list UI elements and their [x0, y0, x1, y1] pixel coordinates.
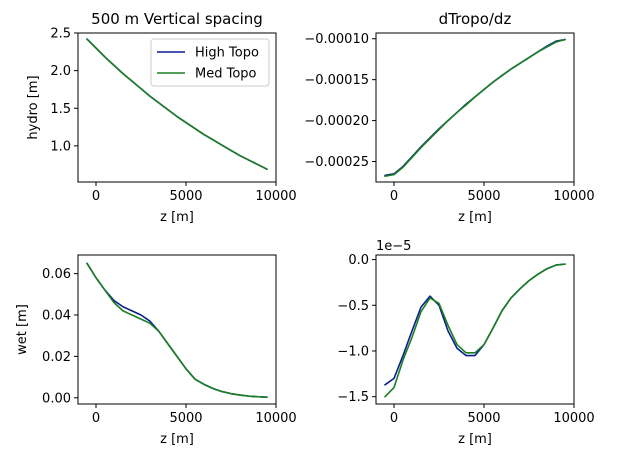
dtropo-y-tick-label: −0.00025 [304, 155, 369, 170]
hydro-panel: 500 m Vertical spacing z [m] hydro [m] 0… [26, 10, 297, 225]
dtropo-series-med-topo [384, 38, 566, 178]
hydro-title: 500 m Vertical spacing [91, 10, 263, 28]
diff-y-tick-label: 0.0 [348, 253, 369, 268]
dtropo-axes-frame [375, 32, 575, 183]
wet-y-tick-label: 0.00 [42, 391, 71, 406]
diff-y-tick-label: −1.0 [337, 344, 369, 359]
legend-label-high-topo: High Topo [195, 46, 259, 61]
wet-axes-frame [77, 254, 277, 405]
legend: High Topo Med Topo [150, 38, 270, 87]
diff-y-tick-label: −0.5 [337, 299, 369, 314]
hydro-x-tick-label: 5000 [169, 189, 202, 204]
hydro-x-tick-label: 10000 [255, 189, 296, 204]
wet-panel: z [m] wet [m] 0 5000 10000 0.00 0.02 0.04 0.06 [15, 254, 297, 447]
wet-y-tick-label: 0.06 [42, 267, 71, 282]
dtropo-x-tick-label: 0 [390, 189, 398, 204]
wet-x-tick-label: 0 [92, 411, 100, 426]
diff-panel: 1e−5 z [m] 0 5000 10000 0.0 −0.5 −1.0 −1.5 [337, 239, 594, 447]
wet-x-tick-label: 5000 [169, 411, 202, 426]
diff-x-tick-label: 10000 [553, 411, 594, 426]
diff-series-med-topo [384, 263, 566, 398]
dtropo-y-tick-label: −0.00020 [304, 114, 369, 129]
hydro-y-tick-label: 1.0 [50, 139, 71, 154]
wet-y-tick-label: 0.02 [42, 350, 71, 365]
hydro-x-tick-label: 0 [92, 189, 100, 204]
legend-label-med-topo: Med Topo [195, 67, 257, 82]
hydro-axes-frame [77, 32, 277, 183]
diff-y-tick-label: −1.5 [337, 390, 369, 405]
hydro-y-label: hydro [m] [26, 75, 41, 139]
hydro-series-med-topo [86, 38, 268, 171]
diff-offset-text: 1e−5 [376, 239, 411, 254]
wet-y-label: wet [m] [15, 304, 30, 355]
dtropo-x-label: z [m] [458, 210, 492, 225]
hydro-y-tick-label: 2.5 [50, 27, 71, 42]
hydro-y-tick-label: 1.5 [50, 102, 71, 117]
hydro-x-label: z [m] [160, 210, 194, 225]
wet-y-tick-label: 0.04 [42, 309, 71, 324]
diff-x-tick-label: 5000 [467, 411, 500, 426]
wet-x-tick-label: 10000 [255, 411, 296, 426]
legend-frame [150, 38, 270, 87]
dtropo-x-tick-label: 5000 [467, 189, 500, 204]
dtropo-y-tick-label: −0.00015 [304, 73, 369, 88]
diff-axes-frame [375, 254, 575, 405]
dtropo-y-tick-label: −0.00010 [304, 32, 369, 47]
dtropo-x-tick-label: 10000 [553, 189, 594, 204]
diff-x-label: z [m] [458, 432, 492, 447]
wet-series-med-topo [86, 262, 268, 398]
wet-x-label: z [m] [160, 432, 194, 447]
hydro-y-tick-label: 2.0 [50, 64, 71, 79]
dtropo-title: dTropo/dz [439, 10, 512, 28]
dtropo-panel: dTropo/dz z [m] 0 5000 10000 −0.00025 −0.000… [304, 10, 594, 225]
diff-x-tick-label: 0 [390, 411, 398, 426]
